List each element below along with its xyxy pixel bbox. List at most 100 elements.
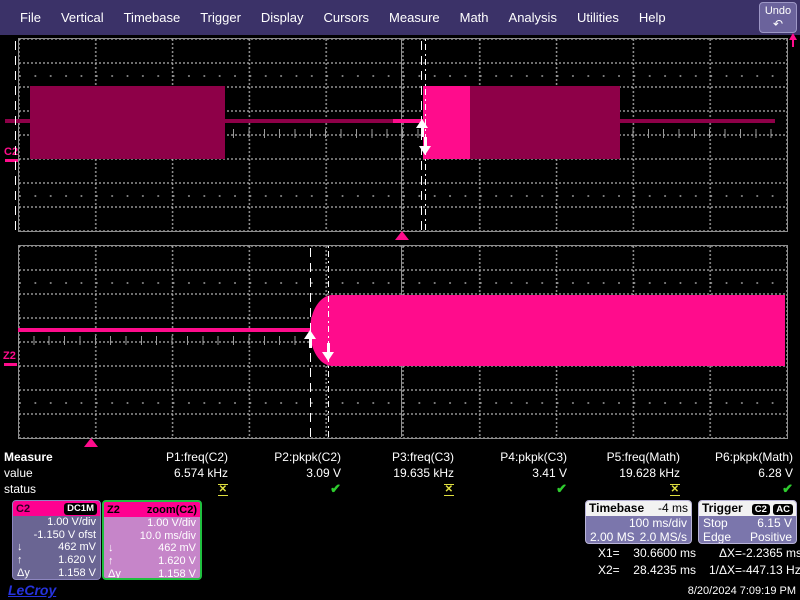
menu-item-timebase[interactable]: Timebase: [123, 10, 181, 25]
measure-p1-label[interactable]: P1:freq(C2): [165, 450, 228, 464]
dx-label: ΔX=: [718, 546, 742, 560]
c2-offset: -1.150 V ofst: [33, 528, 96, 541]
top-grid-axis-ticks: [18, 129, 786, 138]
timebase-title: Timebase: [589, 501, 645, 515]
x1-cursor-line-bottom[interactable]: [328, 245, 329, 437]
x2-value: 28.4235 ms: [633, 563, 696, 577]
cursor-down-arrow-stem: [424, 137, 427, 146]
measure-table: Measure value status P1:freq(C2) P2:pkpk…: [0, 449, 800, 497]
measure-p3-label[interactable]: P3:freq(C3): [391, 450, 454, 464]
c2-trace-baseline: [225, 119, 393, 123]
menu-item-analysis[interactable]: Analysis: [508, 10, 557, 25]
cursor-down-arrow-icon: [419, 146, 431, 155]
menu-item-display[interactable]: Display: [260, 10, 304, 25]
status-warn-icon: ✕: [443, 484, 454, 496]
measure-p3-status: ✕✔: [342, 481, 454, 496]
c2-trace-label[interactable]: C2: [4, 146, 19, 158]
z2-hscale: 10.0 ms/div: [139, 529, 196, 542]
value-row-header: value: [4, 466, 33, 480]
c2-min-value: 462 mV: [58, 541, 96, 554]
x1-cursor-line-top[interactable]: [425, 38, 426, 230]
trigger-title: Trigger: [702, 501, 743, 515]
z2-dy-value: 1.158 V: [158, 567, 196, 580]
delta-y-icon: Δy: [17, 566, 30, 579]
z2-source: zoom(C2): [146, 503, 197, 516]
trigger-type: Edge: [703, 530, 732, 544]
status-ok-icon: ✔: [330, 481, 341, 496]
c2-channel-name: C2: [16, 502, 31, 515]
trigger-level-arrow-icon: [789, 33, 797, 40]
z2-descriptor-box[interactable]: Z2 zoom(C2) 1.00 V/div 10.0 ms/div ↓ 462 …: [102, 500, 202, 580]
z2-vscale: 1.00 V/div: [147, 517, 196, 529]
delta-y-icon: Δy: [108, 567, 121, 580]
c2-trace-burst1: [30, 86, 225, 159]
undo-arrow-icon: ↶: [772, 17, 784, 31]
status-warn-icon: ✕: [217, 484, 228, 496]
z2-min-value: 462 mV: [158, 542, 196, 555]
menu-item-file[interactable]: File: [20, 10, 41, 25]
top-grid-left-cursor-line[interactable]: [15, 38, 16, 230]
timebase-box[interactable]: Timebase -4 ms 100 ms/div 2.00 MS 2.0 MS/…: [585, 500, 692, 544]
zoom-trigger-time-marker: [84, 438, 98, 447]
c2-ground-marker: [5, 159, 18, 162]
measure-p2-label[interactable]: P2:pkpk(C2): [274, 450, 341, 464]
cursor-down-arrow-icon: [322, 352, 334, 361]
timebase-samples: 2.00 MS: [590, 530, 635, 544]
measure-p6-value: 6.28 V: [758, 466, 793, 480]
status-row-header: status: [4, 482, 37, 496]
trigger-source-badge: C2: [751, 504, 770, 515]
datetime-display: 8/20/2024 7:09:19 PM: [687, 585, 796, 597]
trigger-time-marker: [395, 231, 409, 240]
c2-coupling-badge: DC1M: [64, 502, 97, 515]
measure-p3-value: 19.635 kHz: [393, 466, 454, 480]
timebase-scale: 100 ms/div: [628, 516, 687, 530]
c2-trace-zoom-highlight-baseline: [393, 119, 423, 123]
x1-label: X1=: [598, 546, 620, 560]
z2-max-value: 1.620 V: [158, 555, 196, 568]
menu-item-math[interactable]: Math: [459, 10, 489, 25]
c2-trace-baseline: [620, 119, 775, 123]
lecroy-logo: LeCroy: [8, 582, 57, 598]
c2-vscale: 1.00 V/div: [47, 516, 96, 528]
trigger-box[interactable]: Trigger C2 AC Stop 6.15 V Edge Positive: [698, 500, 797, 544]
max-arrow-icon: ↑: [17, 554, 23, 567]
c2-trace-baseline: [5, 119, 30, 123]
min-arrow-icon: ↓: [108, 542, 114, 555]
measure-p1-status: ✕✔: [116, 481, 228, 496]
z2-trace-burst-band: [310, 295, 785, 366]
trigger-level-arrow-stem: [792, 40, 794, 47]
cursor-up-arrow-icon: [416, 119, 428, 128]
measure-p1-value: 6.574 kHz: [173, 466, 228, 480]
measure-row-header: Measure: [4, 450, 53, 464]
menu-bar: File Vertical Timebase Trigger Display C…: [0, 0, 800, 35]
measure-p2-value: 3.09 V: [306, 466, 341, 480]
undo-button[interactable]: Undo ↶: [759, 2, 797, 33]
undo-label: Undo: [764, 5, 792, 17]
measure-p6-label[interactable]: P6:pkpk(Math): [714, 450, 793, 464]
menu-item-trigger[interactable]: Trigger: [200, 10, 241, 25]
dx-value: -2.2365 ms: [742, 546, 800, 560]
cursor-up-arrow-stem: [309, 339, 312, 348]
c2-descriptor-box[interactable]: C2 DC1M 1.00 V/div -1.150 V ofst ↓ 462 mV…: [12, 500, 101, 580]
menu-item-cursors[interactable]: Cursors: [323, 10, 370, 25]
c2-trace-burst2: [470, 86, 620, 159]
min-arrow-icon: ↓: [17, 541, 23, 554]
menu-item-utilities[interactable]: Utilities: [576, 10, 619, 25]
c2-dy-value: 1.158 V: [58, 566, 96, 579]
measure-p4-status: ✕✔: [455, 481, 567, 497]
cursor-down-arrow-stem: [327, 343, 330, 352]
menu-item-help[interactable]: Help: [638, 10, 666, 25]
measure-p4-label[interactable]: P4:pkpk(C3): [500, 450, 567, 464]
z2-trace-label[interactable]: Z2: [3, 350, 16, 362]
z2-channel-name: Z2: [107, 503, 120, 516]
menu-item-vertical[interactable]: Vertical: [60, 10, 104, 25]
cursor-readout: X1= 30.6600 ms ΔX= -2.2365 ms X2= 28.423…: [598, 545, 800, 579]
cursor-up-arrow-stem: [421, 128, 424, 137]
status-ok-icon: ✔: [782, 481, 793, 496]
status-ok-icon: ✔: [556, 481, 567, 496]
inv-dx-value: -447.13 Hz: [742, 563, 800, 577]
z2-trace-baseline: [18, 328, 310, 332]
measure-p5-label[interactable]: P5:freq(Math): [606, 450, 680, 464]
menu-item-measure[interactable]: Measure: [389, 10, 440, 25]
